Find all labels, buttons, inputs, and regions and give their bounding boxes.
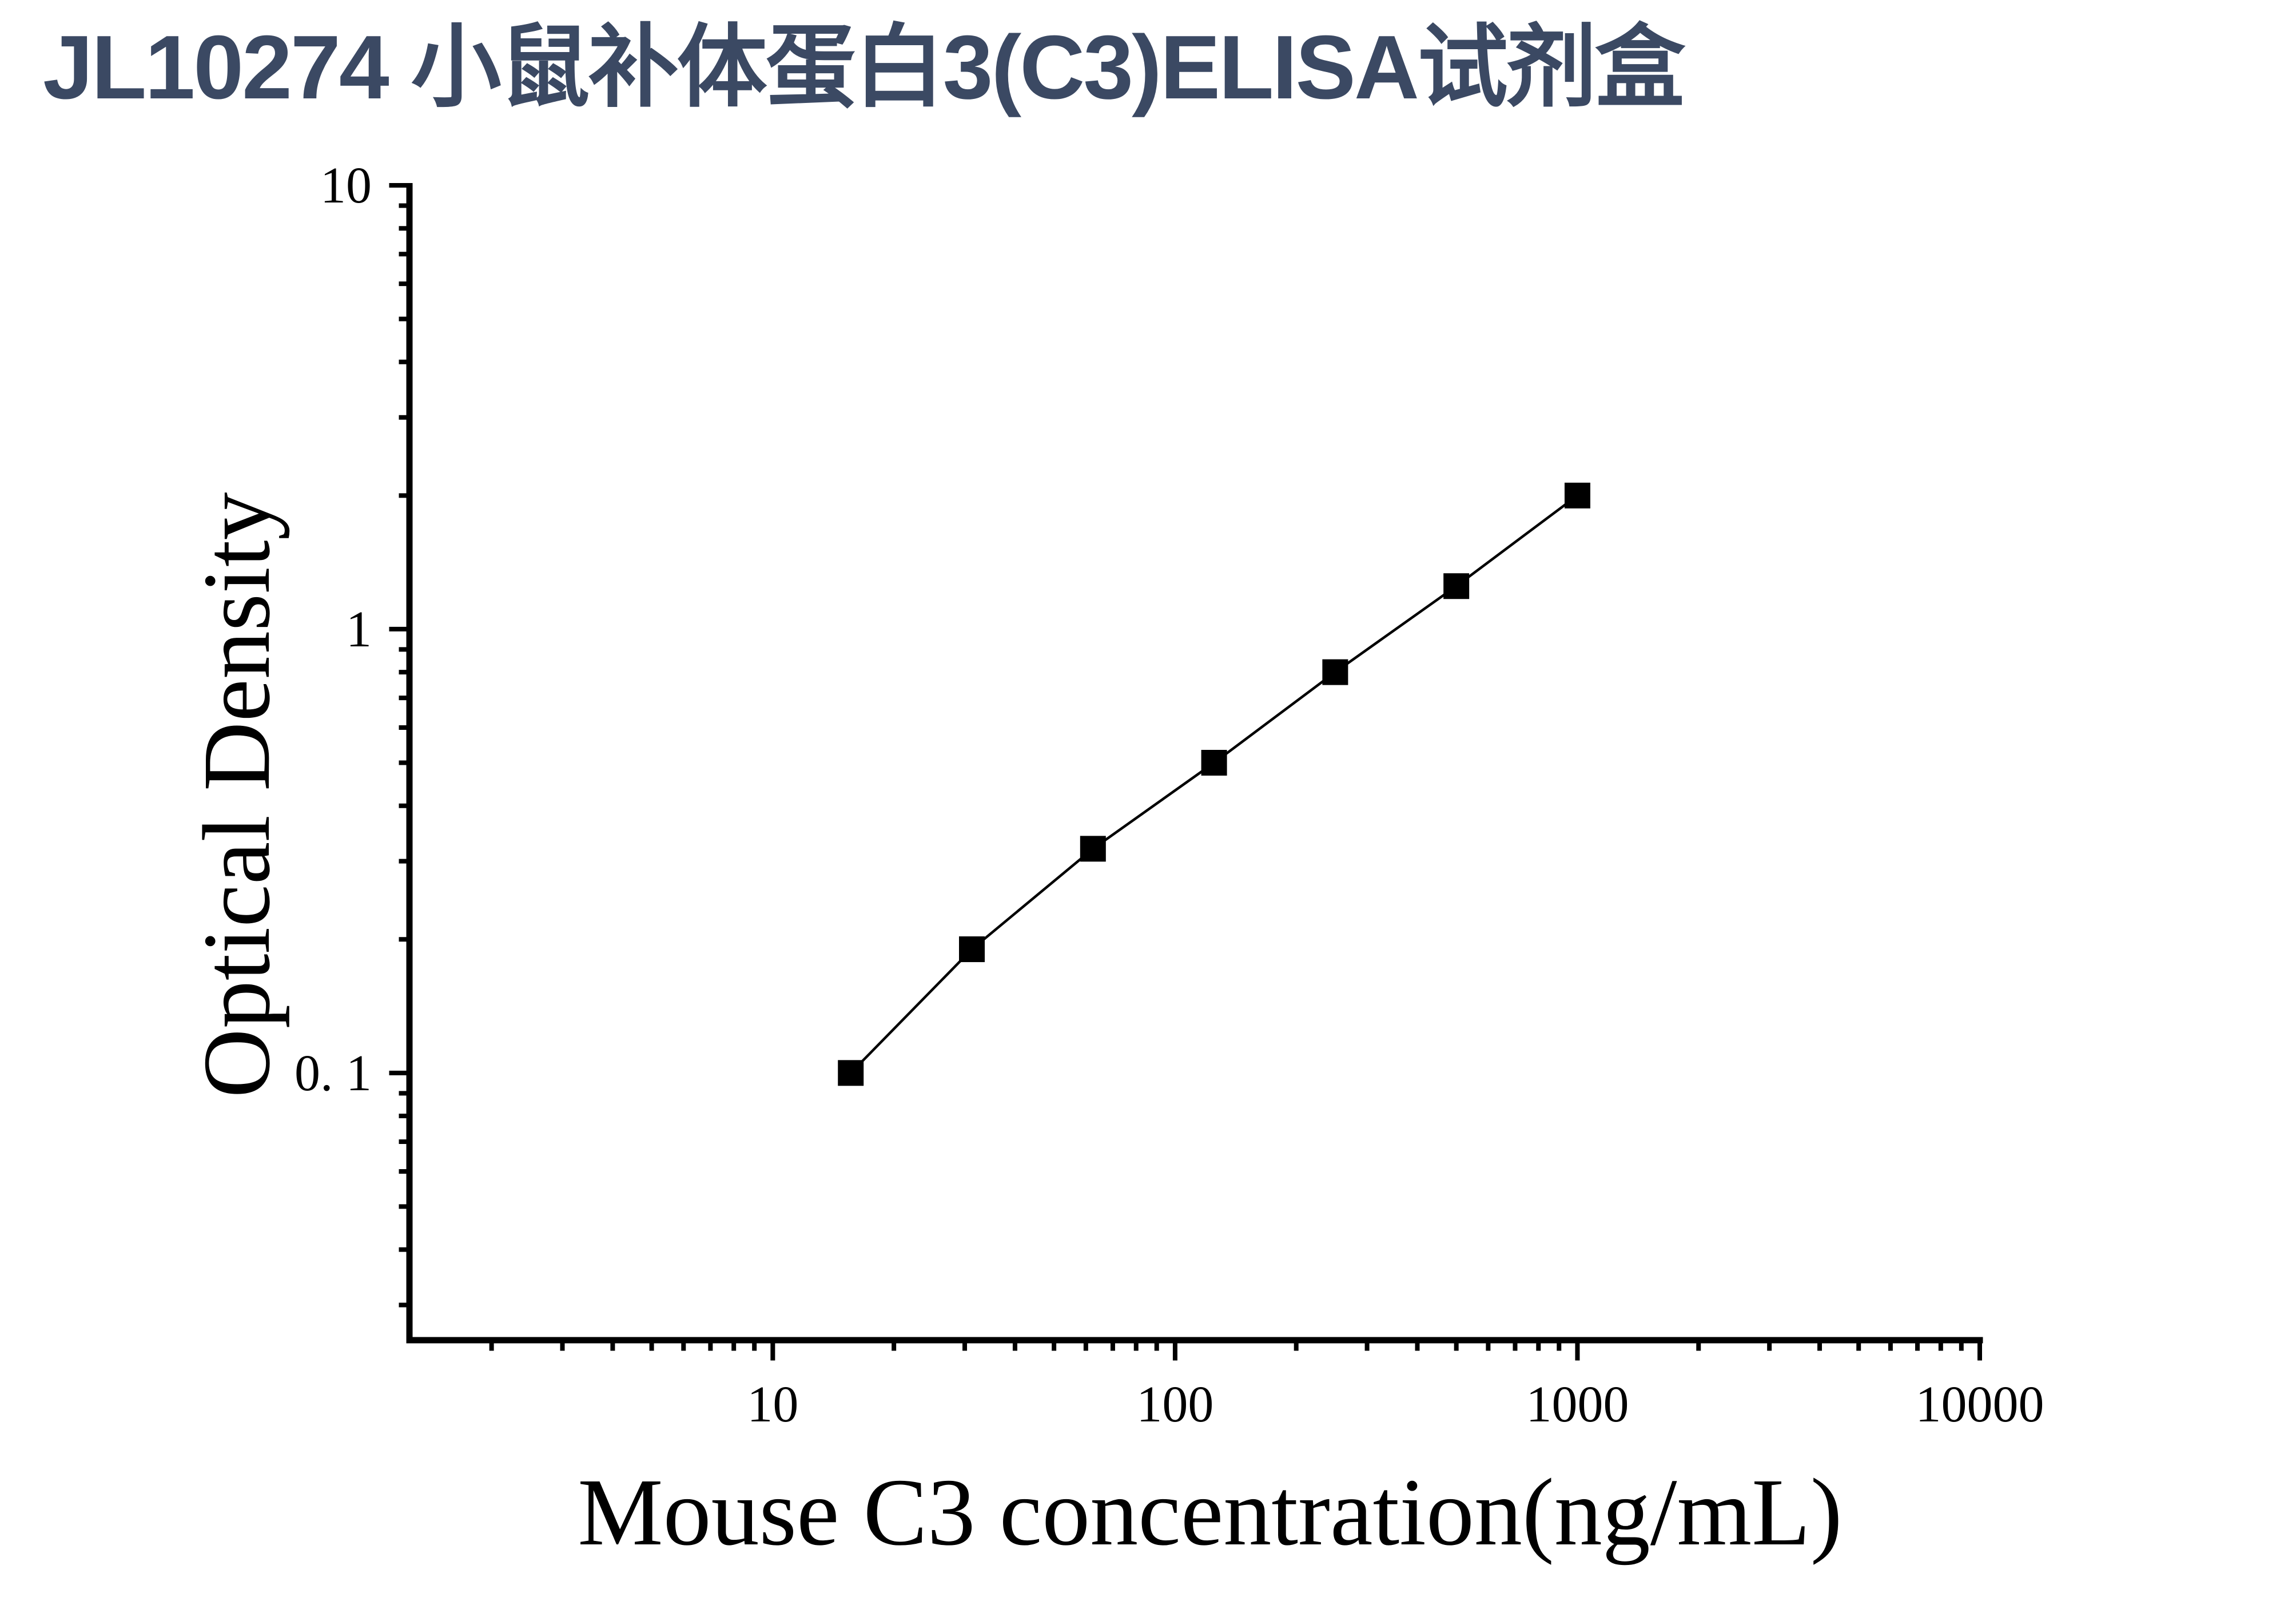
y-tick-label: 0. 1 (295, 1045, 372, 1102)
x-tick-label: 10000 (1916, 1376, 2044, 1433)
axis-spines (406, 183, 1983, 1344)
plot-axes-and-data: 10 100 1000 10000 10 1 0. 1 (295, 157, 2044, 1433)
x-tick-label: 1000 (1526, 1376, 1629, 1433)
y-tick-label: 1 (346, 601, 372, 658)
data-point-marker (1201, 750, 1227, 776)
data-point-marker (1322, 659, 1348, 685)
data-point-marker (1564, 482, 1590, 508)
y-axis-label: Optical Density (184, 492, 290, 1098)
x-tick-label: 10 (747, 1376, 798, 1433)
x-tick-label: 100 (1136, 1376, 1213, 1433)
data-point-marker (838, 1060, 864, 1086)
data-point-marker (959, 936, 985, 963)
data-point-marker (1443, 573, 1470, 599)
chart-title: JL10274 小鼠补体蛋白3(C3)ELISA试剂盒 (43, 17, 1685, 118)
data-point-marker (1080, 836, 1106, 862)
x-axis-label: Mouse C3 concentration(ng/mL) (578, 1459, 1842, 1566)
y-tick-label: 10 (320, 157, 372, 214)
